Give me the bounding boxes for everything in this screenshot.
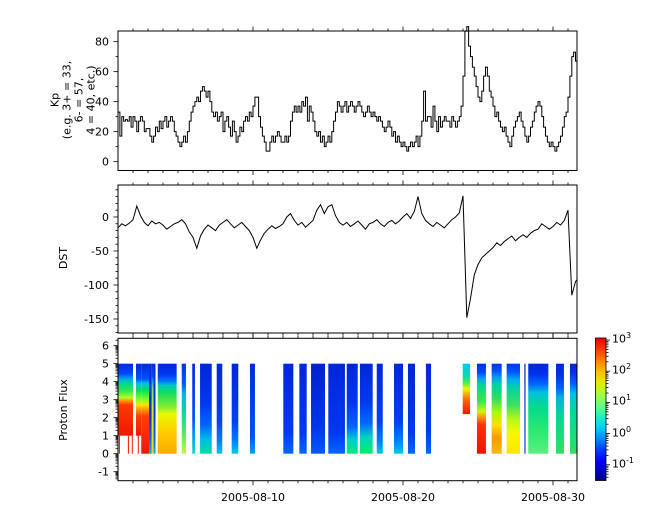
svg-text:0: 0: [102, 447, 109, 460]
y-tick-labels: -1 0 1 2 3 4 5 6: [98, 339, 109, 478]
colorbar-tick-label: 102: [612, 362, 632, 377]
spectrogram-stripe: [299, 363, 307, 454]
proton-panel: -1 0 1 2 3 4 5 6: [98, 333, 578, 486]
proton-axis-label: Proton Flux: [57, 379, 71, 441]
svg-text:-1: -1: [98, 465, 109, 478]
svg-text:-150: -150: [84, 313, 109, 326]
svg-text:2005-08-10: 2005-08-10: [221, 491, 285, 504]
colorbar-tick-label: 101: [612, 393, 632, 409]
svg-text:40: 40: [95, 95, 109, 108]
colorbar-tick-label: 10-1: [612, 455, 634, 471]
y-tick-labels: 0 -50 -100 -150: [84, 211, 109, 326]
proton-spectrogram: [118, 363, 577, 454]
svg-text:20: 20: [95, 125, 109, 138]
panel-frame: [117, 337, 578, 482]
spectrogram-stripe: [407, 363, 415, 454]
spectrogram-stripe: [524, 363, 526, 454]
svg-text:-50: -50: [91, 245, 109, 258]
kp-step-line: [118, 26, 577, 152]
spectrogram-stripe: [200, 363, 212, 454]
y-tick-labels: 0 20 40 60 80: [95, 35, 109, 168]
spectrogram-stripe: [250, 363, 255, 454]
svg-text:2: 2: [102, 411, 109, 424]
kp-panel: 0 20 40 60 80: [95, 26, 578, 175]
spectrogram-stripe: [491, 363, 502, 454]
dst-panel: 0 -50 -100 -150: [84, 180, 578, 338]
colorbar-tick-label: 100: [612, 424, 632, 440]
spectrogram-stripe: [118, 363, 133, 436]
spectrogram-stripe: [127, 435, 129, 454]
dst-axis-label: DST: [57, 246, 71, 270]
spectrogram-stripe: [137, 435, 139, 454]
panel-frame: [117, 30, 578, 171]
spectrogram-stripe: [141, 363, 150, 454]
spectrogram-stripe: [149, 363, 152, 454]
spectrogram-stripe: [216, 363, 223, 454]
svg-text:5: 5: [102, 357, 109, 370]
spectrogram-stripe: [131, 435, 133, 454]
svg-text:2005-08-20: 2005-08-20: [371, 491, 435, 504]
spectrogram-stripe: [462, 363, 471, 415]
kp-axis-label: Kp (e.g. 3+ = 33, 6- = 57, 4 = 40, etc.): [48, 60, 97, 140]
spectrogram-stripe: [151, 363, 154, 454]
dst-line: [118, 195, 577, 318]
spectrogram-stripe: [569, 363, 577, 454]
svg-text:0: 0: [102, 211, 109, 224]
svg-text:2005-08-30: 2005-08-30: [521, 491, 585, 504]
spectrogram-stripe: [136, 363, 142, 436]
panel-frame: [117, 184, 578, 334]
spectrogram-stripe: [118, 435, 120, 454]
spectrogram-stripe: [283, 363, 294, 454]
spectrogram-stripe: [231, 363, 239, 454]
colorbar: [595, 337, 610, 481]
spectrogram-stripe: [506, 363, 520, 454]
svg-text:6: 6: [102, 339, 109, 352]
spectrogram-stripe: [359, 363, 373, 454]
svg-text:60: 60: [95, 65, 109, 78]
colorbar-tick-label: 103: [612, 331, 632, 346]
spectrogram-stripe: [394, 363, 403, 454]
spectrogram-stripe: [528, 363, 549, 454]
x-tick-labels: 2005-08-10 2005-08-20 2005-08-30: [221, 491, 585, 504]
svg-text:3: 3: [102, 393, 109, 406]
svg-text:1: 1: [102, 429, 109, 442]
spectrogram-stripe: [476, 363, 486, 454]
spectrogram-stripe: [346, 363, 358, 454]
spectrogram-stripe: [311, 363, 325, 454]
spectrogram-stripe: [328, 363, 345, 454]
spectrogram-stripe: [153, 363, 156, 454]
svg-text:80: 80: [95, 35, 109, 48]
spectrogram-stripe: [157, 363, 177, 454]
spectrogram-stripe: [376, 363, 383, 454]
svg-text:4: 4: [102, 375, 109, 388]
spectrogram-stripe: [425, 363, 432, 454]
spectrogram-stripe: [192, 363, 195, 454]
spectrogram-stripe: [181, 363, 186, 454]
svg-text:0: 0: [102, 155, 109, 168]
spectrogram-stripe: [556, 363, 564, 454]
svg-text:-100: -100: [84, 279, 109, 292]
